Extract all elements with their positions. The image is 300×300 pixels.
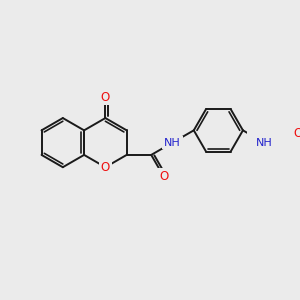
Text: NH: NH — [256, 138, 273, 148]
Text: O: O — [101, 91, 110, 104]
Text: O: O — [293, 127, 300, 140]
Text: O: O — [101, 161, 110, 174]
Text: O: O — [159, 170, 168, 183]
Text: NH: NH — [164, 138, 181, 148]
